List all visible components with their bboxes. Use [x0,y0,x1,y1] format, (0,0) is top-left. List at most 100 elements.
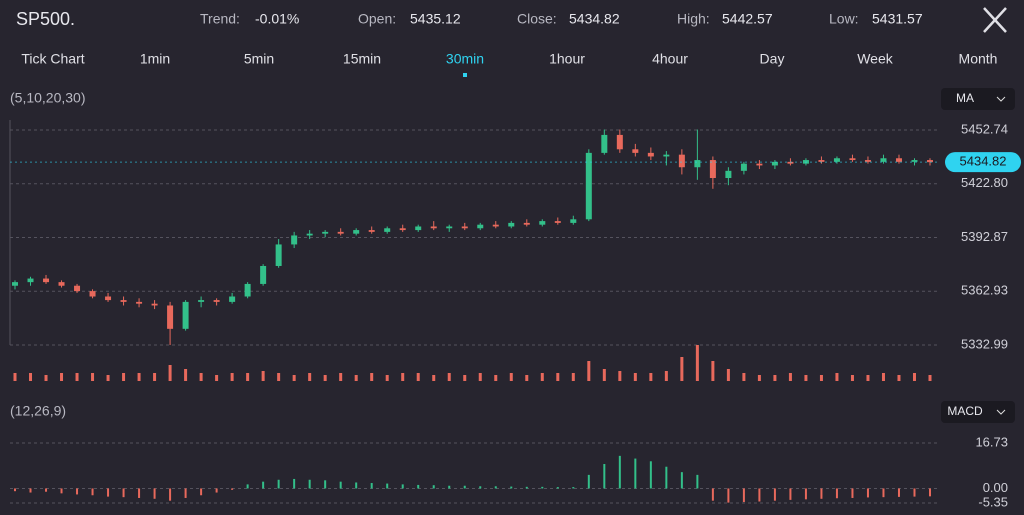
candle-body [213,300,220,302]
candle-body [275,244,282,266]
macd-bar [401,484,404,489]
tab[interactable]: 15min [343,51,381,67]
tab[interactable]: Month [959,51,998,67]
indicator-menu-label[interactable]: MA [956,91,974,105]
indicator-menu[interactable] [941,88,1015,110]
volume-bar [788,373,792,381]
macd-bar [200,488,203,496]
macd-bar [882,488,885,498]
tab[interactable]: 4hour [652,51,688,67]
candle-body [167,305,174,329]
volume-bar [106,375,110,381]
volume-bar [881,373,885,381]
macd-bar [758,488,761,502]
volume-bar [370,373,374,381]
volume-bar [184,369,188,381]
candle-body [322,231,329,234]
macd-bar [556,487,559,489]
volume-bar [602,369,606,381]
macd-bar [866,488,869,498]
indicator-menu-label[interactable]: MACD [947,404,983,418]
tab[interactable]: 5min [244,51,274,67]
volume-bar [897,375,901,381]
macd-bar [742,488,745,503]
volume-bar [153,373,157,381]
macd-bar [820,488,823,499]
macd-bar [370,483,373,489]
indicator-label: (5,10,20,30) [10,90,86,106]
candle-body [585,152,592,220]
volume-bar [432,375,436,381]
candle-body [477,224,484,229]
volume-bar [912,373,916,381]
macd-bar [91,488,94,496]
volume-bar [323,375,327,381]
candle-body [182,301,189,329]
candle-body [120,300,127,302]
menu-caret [996,96,1006,102]
tab[interactable]: Week [857,51,894,67]
volume-bar [230,373,234,381]
candle-body [337,231,344,234]
macd-bar [14,488,16,492]
last-price-box [945,152,1021,173]
low-label: Low: [829,11,859,27]
macd-bar [60,488,63,494]
macd-bar [29,488,32,493]
volume-bar [494,375,498,381]
indicator-menu[interactable] [941,401,1015,423]
volume-bar [354,375,358,381]
macd-bar [76,488,79,495]
volume-bar [463,375,467,381]
volume-bar [509,373,513,381]
macd-bar [804,488,807,500]
macd-bar [851,488,854,498]
volume-bar [60,373,64,381]
y-tick-label: 5452.74 [961,121,1008,136]
candle-body [399,228,406,231]
macd-bar [587,474,590,489]
macd-bar [696,474,699,489]
macd-bar [913,488,916,497]
macd-bar [541,486,544,489]
tab[interactable]: 30min [446,51,484,67]
candle-body [725,170,732,179]
candle-body [709,160,716,179]
open-label: Open: [358,11,396,27]
high-label: High: [677,11,710,27]
volume-bar [866,375,870,381]
tab[interactable]: Day [760,51,785,67]
volume-bar [525,375,529,381]
tab[interactable]: Tick Chart [21,51,84,67]
volume-bar [726,369,730,381]
volume-bar [928,375,932,381]
candle-body [880,158,887,162]
candle-body [833,158,840,162]
tab[interactable]: 1hour [549,51,585,67]
macd-bar [324,480,327,489]
volume-bar [664,371,668,381]
tab[interactable]: 1min [140,51,170,67]
candle-body [632,149,639,153]
high: 5442.57 [722,11,773,27]
candle-body [756,163,763,166]
macd-bar [789,488,792,500]
candle-body [539,221,546,225]
candle-body [430,226,437,229]
y-tick-label: -5.35 [978,494,1008,509]
candle-body [616,134,623,150]
volume-bar [199,373,203,381]
candle-body [508,222,515,227]
candle-body [554,221,561,223]
macd-bar [665,466,668,489]
volume-bar [773,375,777,381]
volume-bar [246,373,250,381]
volume-bar [261,371,265,381]
volume-bar [447,373,451,381]
candle-body [461,226,468,229]
close-button[interactable] [983,7,1007,33]
close-label: Close: [517,11,557,27]
candle-body [306,233,313,236]
candle-body [43,278,50,283]
y-tick-label: 5392.87 [961,229,1008,244]
